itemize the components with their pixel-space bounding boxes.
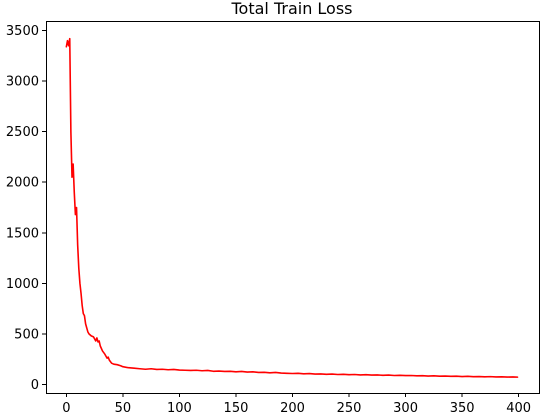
y-tick-label: 0 [31, 378, 39, 393]
y-tick-label: 2000 [6, 176, 39, 191]
x-tick-label: 200 [280, 401, 305, 415]
x-tick-label: 350 [450, 401, 475, 415]
y-tick-label: 500 [14, 327, 39, 342]
series-layer [65, 37, 519, 378]
y-tick-label: 3500 [6, 24, 39, 39]
plot-area [65, 37, 519, 378]
x-tick-label: 150 [224, 401, 249, 415]
x-tick-label: 250 [337, 401, 362, 415]
y-tick-label: 1500 [6, 226, 39, 241]
chart-title: Total Train Loss [230, 0, 352, 18]
y-axis: 0 500 1000 1500 2000 2500 3000 3500 [6, 24, 46, 393]
axes-frame [46, 21, 540, 394]
x-tick-label: 50 [115, 401, 132, 415]
x-axis: 0 50 100 150 200 250 300 350 400 [62, 393, 531, 415]
x-tick-label: 400 [506, 401, 531, 415]
loss-series-line [65, 37, 519, 378]
y-tick-label: 3000 [6, 75, 39, 90]
y-tick-label: 1000 [6, 277, 39, 292]
y-tick-label: 2500 [6, 125, 39, 140]
x-tick-label: 100 [167, 401, 192, 415]
x-tick-label: 300 [393, 401, 418, 415]
x-tick-label: 0 [62, 401, 70, 415]
